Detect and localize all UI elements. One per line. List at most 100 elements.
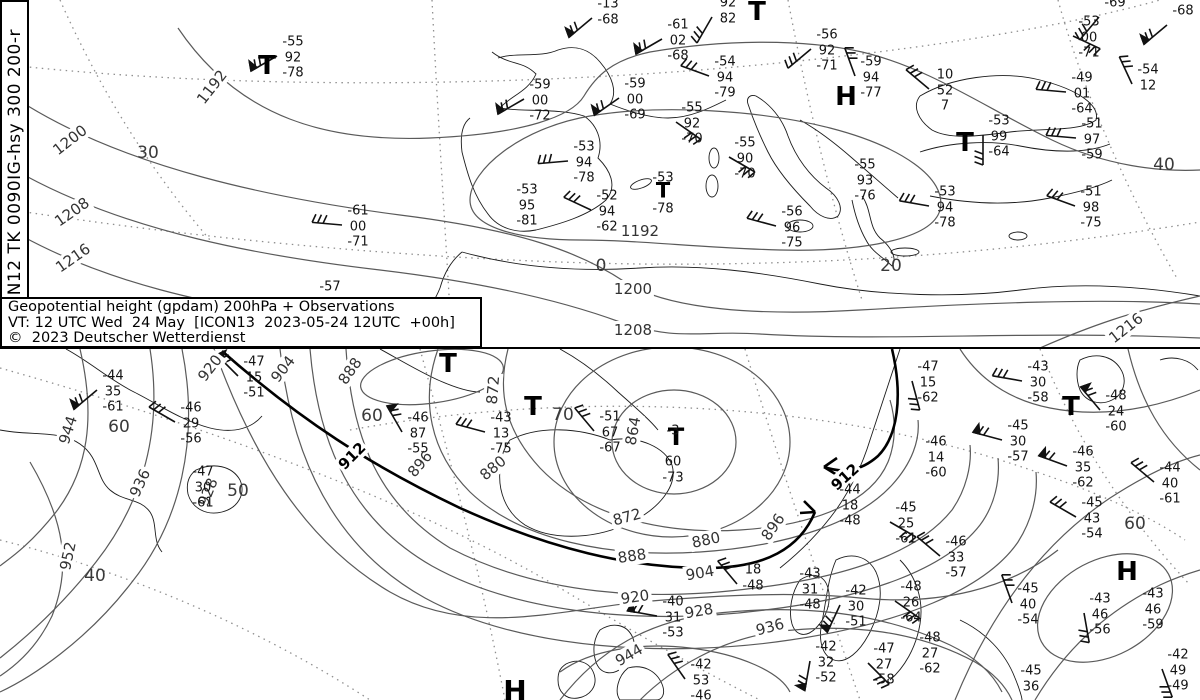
wind-barb [1159, 668, 1174, 698]
contour-label: 904 [682, 561, 718, 585]
station-value: -43 [1027, 359, 1049, 375]
wind-barb [907, 380, 921, 411]
contour-label: 896 [756, 508, 790, 546]
station-value: -53 [934, 184, 956, 200]
station-value: -48 [919, 630, 941, 646]
wind-barb [69, 389, 98, 411]
station-value: 87 [409, 426, 427, 441]
station-value: 02 [669, 33, 687, 48]
station-value: -43 [1142, 586, 1164, 602]
station-value: -53 [573, 139, 595, 155]
station-value: 96 [783, 220, 801, 235]
station-value: 36 [1022, 679, 1040, 694]
station-value: -46 [180, 400, 202, 416]
wind-barb [680, 58, 710, 77]
station-value: -51 [243, 385, 265, 401]
low-center-marker: T [1062, 392, 1080, 422]
station-value: -61 [667, 17, 689, 33]
station-value: -45 [1020, 663, 1042, 679]
contour-label: 944 [54, 411, 82, 449]
station-value: 00 [626, 92, 644, 107]
station-value: -64 [900, 610, 922, 626]
wind-barb [1072, 35, 1101, 56]
station-value: -72 [529, 108, 551, 124]
wind-barb [889, 521, 917, 544]
graticule-label: 60 [361, 406, 383, 426]
station-value: -42 [1167, 647, 1189, 663]
wind-barb [675, 121, 702, 146]
contour-label: 888 [614, 544, 650, 568]
station-value: -13 [597, 0, 619, 12]
station-value: -69 [1104, 0, 1126, 11]
station-value: -54 [1017, 612, 1039, 628]
station-value: -48 [742, 578, 764, 593]
station-value: 99 [990, 129, 1008, 144]
station-value: -59 [1081, 147, 1103, 163]
station-value: -81 [516, 213, 538, 229]
contour-label: 1200 [611, 280, 655, 298]
station-value: -51 [845, 614, 867, 630]
station-value: 31 [664, 610, 682, 625]
station-value: -68 [667, 48, 689, 64]
legend-box: Geopotential height (gpdam) 200hPa + Obs… [0, 297, 482, 348]
station-value: 43 [1083, 511, 1101, 526]
wind-barb [894, 600, 921, 625]
station-value: 97 [1083, 132, 1101, 147]
station-value: -62 [596, 219, 618, 235]
station-value: 10 [936, 67, 954, 83]
station-value: -53 [652, 170, 674, 186]
wind-barb [1037, 445, 1068, 467]
station-value: 27 [921, 646, 939, 661]
station-value: -55 [734, 135, 756, 151]
station-value: 40 [1161, 476, 1179, 491]
contour-label: 1192 [618, 222, 662, 240]
wind-barb [1046, 188, 1076, 207]
wind-barb [248, 55, 278, 73]
contour-label: 1216 [50, 238, 96, 278]
station-value: 53 [692, 673, 710, 688]
wind-barb [667, 651, 686, 680]
station-value: 24 [1107, 404, 1125, 419]
station-value: -51 [1081, 116, 1103, 132]
wind-barb [916, 531, 941, 557]
station-value: 98 [1082, 200, 1100, 215]
station-value: -47 [243, 354, 265, 370]
wind-barb [1118, 55, 1134, 85]
station-value: -48 [900, 579, 922, 595]
low-center-marker: T [956, 128, 974, 158]
station-value: -76 [854, 188, 876, 204]
wind-barb [690, 16, 713, 44]
station-value: 92 [683, 116, 701, 131]
wind-barb [1045, 126, 1077, 139]
wind-barb [728, 156, 756, 179]
contour-label: 1200 [47, 119, 93, 161]
station-value: 49 [1169, 663, 1187, 678]
wind-barb [867, 662, 890, 689]
station-value: -47 [192, 464, 214, 480]
station-value: -61 [102, 399, 124, 415]
wind-barb [843, 47, 858, 77]
station-value: -48 [839, 513, 861, 529]
station-value: -43 [1089, 591, 1111, 607]
low-center-marker: T [667, 423, 685, 451]
station-value: 35 [1074, 460, 1092, 475]
station-value: 94 [862, 70, 880, 85]
low-center-marker: T [439, 349, 457, 379]
station-value: -71 [1078, 45, 1100, 61]
station-value: -57 [945, 565, 967, 581]
station-value: -54 [1137, 62, 1159, 78]
high-center-marker: H [1116, 557, 1138, 587]
wind-barb [455, 416, 486, 433]
station-value: -44 [1159, 460, 1181, 476]
wind-barb [1079, 382, 1101, 411]
wind-barb [793, 660, 811, 692]
station-value: -49 [1167, 678, 1189, 694]
station-value: -61 [895, 531, 917, 547]
contour-label: 912 [333, 437, 371, 475]
station-value: -56 [1089, 622, 1111, 638]
station-value: -53 [662, 625, 684, 641]
station-value: 30 [194, 480, 212, 495]
station-value: 94 [575, 155, 593, 170]
station-value: 14 [927, 450, 945, 465]
